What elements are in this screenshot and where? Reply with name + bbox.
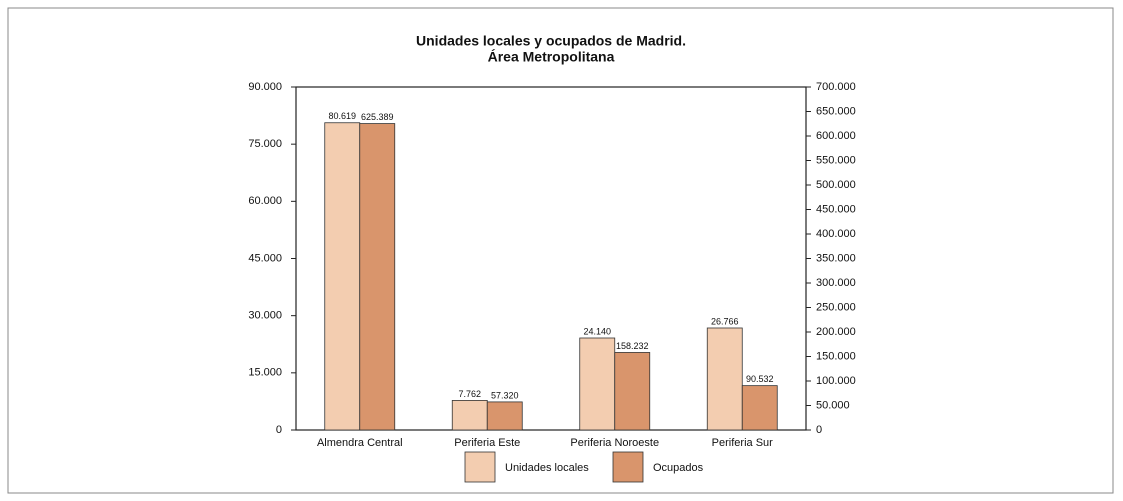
- y-tick-label: 30.000: [248, 310, 282, 322]
- value-label: 24.140: [583, 326, 611, 336]
- y2-tick-label: 500.000: [816, 179, 856, 191]
- bar: [579, 337, 616, 431]
- x-tick-label: Almendra Central: [317, 437, 403, 449]
- y2-tick-label: 250.000: [816, 301, 856, 313]
- y2-tick-label: 300.000: [816, 277, 856, 289]
- y-tick-label: 60.000: [248, 195, 282, 207]
- y-tick-label: 45.000: [248, 252, 282, 264]
- bar: [359, 123, 396, 431]
- chart-title: Unidades locales y ocupados de Madrid.: [416, 33, 686, 49]
- y2-tick-label: 200.000: [816, 326, 856, 338]
- y2-tick-label: 450.000: [816, 203, 856, 215]
- y2-tick-label: 100.000: [816, 375, 856, 387]
- y2-tick-label: 550.000: [816, 154, 856, 166]
- value-label: 158.232: [616, 341, 649, 351]
- y2-tick-label: 600.000: [816, 130, 856, 142]
- value-label: 7.762: [458, 389, 481, 399]
- value-label: 80.619: [328, 111, 356, 121]
- y-tick-label: 75.000: [248, 138, 282, 150]
- legend-swatch: [612, 451, 644, 483]
- y2-tick-label: 0: [816, 424, 822, 436]
- y-tick-label: 0: [276, 424, 282, 436]
- bar: [614, 352, 651, 431]
- y2-tick-label: 400.000: [816, 228, 856, 240]
- bar: [324, 122, 361, 431]
- y-tick-label: 90.000: [248, 81, 282, 93]
- bar: [451, 400, 488, 431]
- bar: [706, 327, 743, 431]
- y2-tick-label: 150.000: [816, 350, 856, 362]
- x-tick-label: Periferia Este: [454, 437, 520, 449]
- value-label: 625.389: [361, 112, 394, 122]
- value-label: 26.766: [711, 316, 739, 326]
- value-label: 90.532: [746, 374, 774, 384]
- value-label: 57.320: [491, 390, 519, 400]
- y-tick-label: 15.000: [248, 367, 282, 379]
- frame: [7, 7, 1114, 494]
- y2-tick-label: 650.000: [816, 105, 856, 117]
- y2-tick-label: 50.000: [816, 399, 850, 411]
- bar: [741, 385, 778, 431]
- y2-tick-label: 700.000: [816, 81, 856, 93]
- x-tick-label: Periferia Sur: [712, 437, 773, 449]
- bar: [486, 401, 523, 431]
- chart-subtitle: Área Metropolitana: [488, 49, 615, 65]
- legend-label: Ocupados: [653, 462, 704, 474]
- y2-tick-label: 350.000: [816, 252, 856, 264]
- x-tick-label: Periferia Noroeste: [570, 437, 659, 449]
- legend-label: Unidades locales: [505, 462, 589, 474]
- legend-swatch: [464, 451, 496, 483]
